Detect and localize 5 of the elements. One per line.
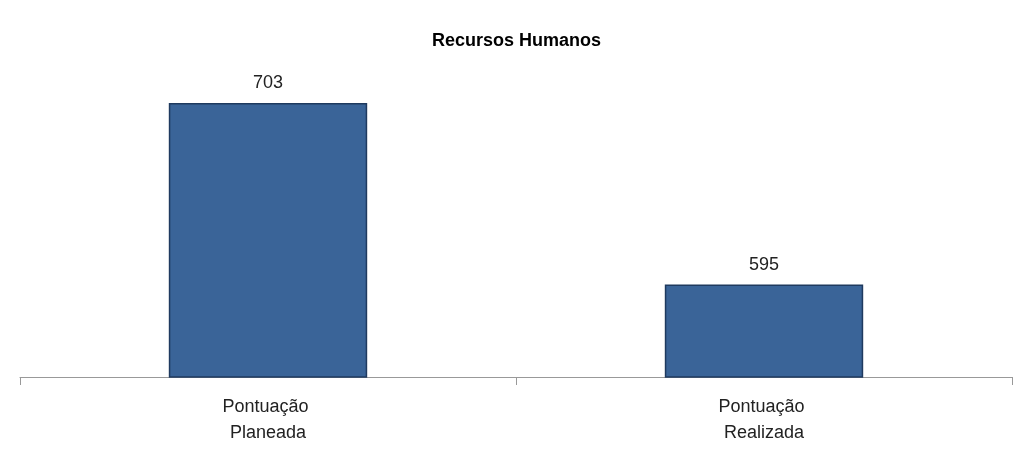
chart-title: Recursos Humanos <box>431 30 602 50</box>
x-tick-label: Pontuação Realizada <box>718 396 810 442</box>
data-label: 595 <box>748 253 780 274</box>
x-tick-label: Pontuação Planeada <box>222 396 314 442</box>
data-label: 703 <box>252 72 284 92</box>
